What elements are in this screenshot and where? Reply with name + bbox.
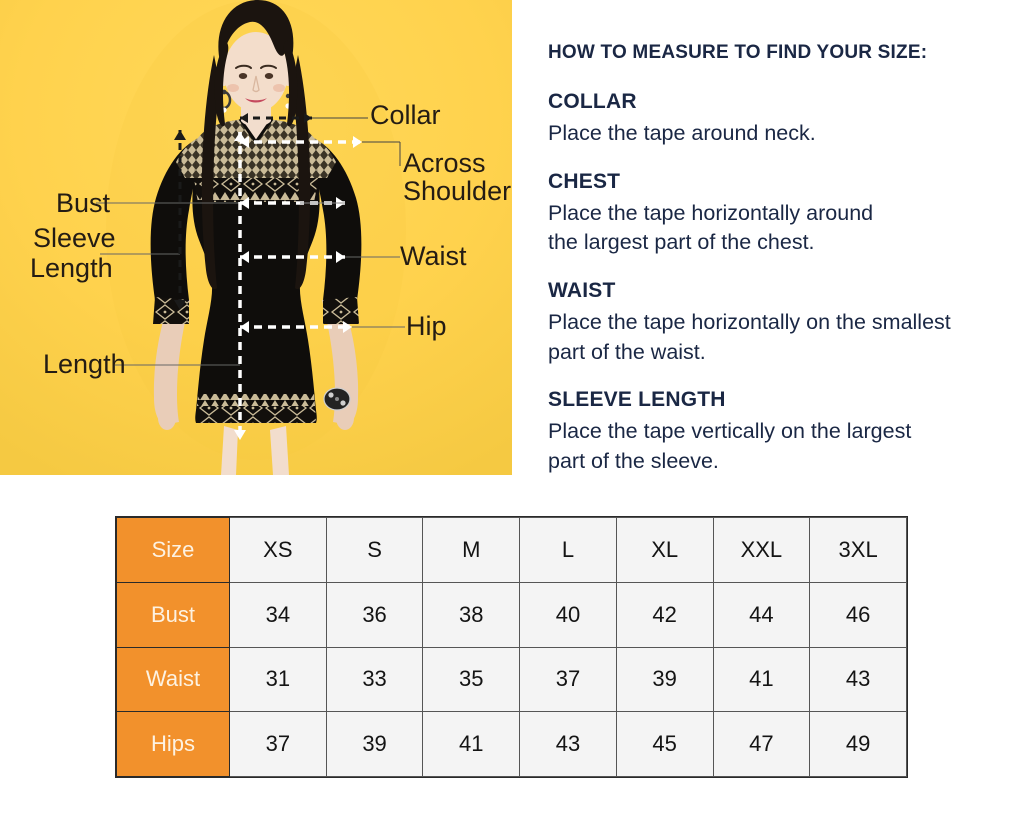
- svg-text:Bust: Bust: [56, 188, 111, 218]
- svg-text:Waist: Waist: [400, 241, 467, 271]
- svg-text:Length: Length: [30, 253, 113, 283]
- svg-text:Sleeve: Sleeve: [33, 223, 116, 253]
- svg-text:Hip: Hip: [406, 311, 447, 341]
- svg-text:Length: Length: [43, 349, 126, 379]
- svg-text:Across: Across: [403, 148, 486, 178]
- svg-text:Shoulder: Shoulder: [403, 176, 511, 206]
- svg-text:Collar: Collar: [370, 100, 441, 130]
